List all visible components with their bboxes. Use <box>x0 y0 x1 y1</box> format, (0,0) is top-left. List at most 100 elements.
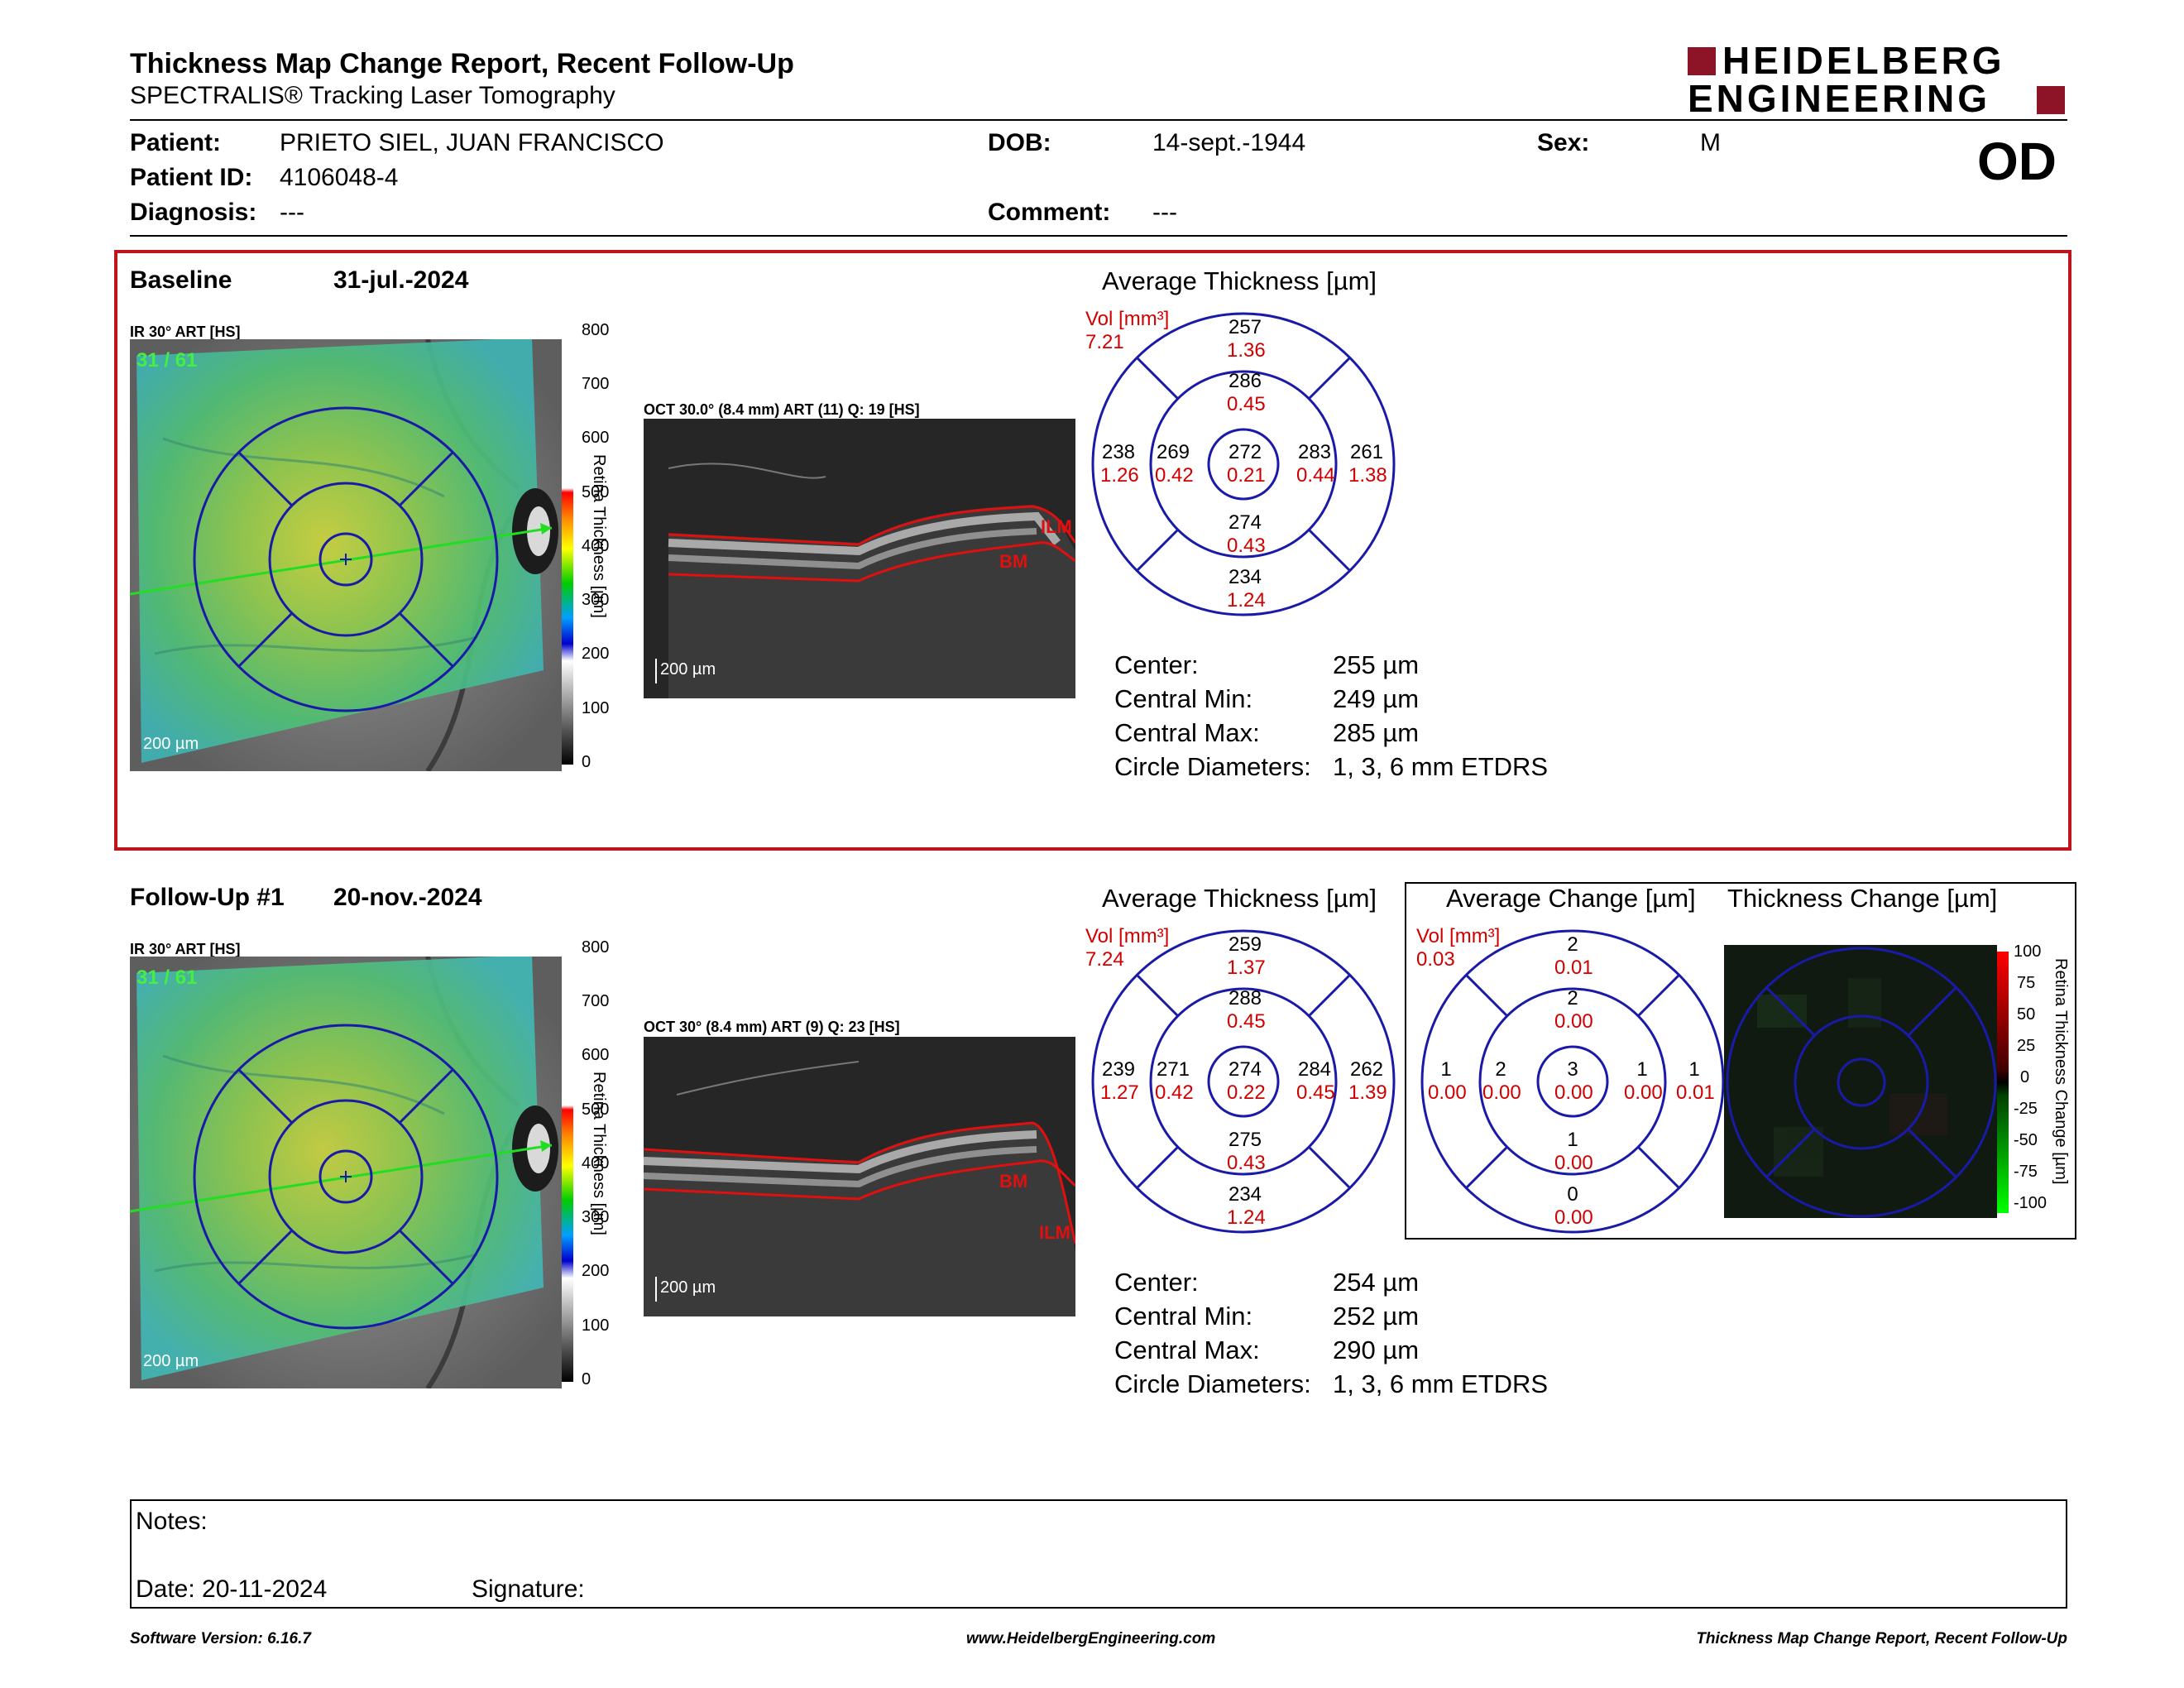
notes-label: Notes: <box>136 1508 208 1535</box>
inner-inferior-thickness: 275 <box>1228 1129 1262 1151</box>
scale-bar-icon <box>655 659 657 683</box>
vol-total: 7.21 <box>1085 331 1124 353</box>
outer-nasal-volume: 1.39 <box>1348 1081 1387 1104</box>
notes-date: Date: 20-11-2024 <box>136 1575 328 1603</box>
outer-temporal-thickness: 239 <box>1101 1058 1136 1081</box>
avg-change-title: Average Change [µm] <box>1446 884 1696 913</box>
software-version: Software Version: 6.16.7 <box>130 1630 311 1647</box>
change-outer-superior: 2 <box>1567 933 1578 956</box>
change-outer-temporal: 1 <box>1440 1058 1452 1081</box>
center-value: 254 µm <box>1333 1268 1420 1297</box>
thickness-colorbar <box>562 333 573 765</box>
inner-temporal-thickness: 269 <box>1156 441 1190 463</box>
outer-superior-thickness: 257 <box>1228 316 1262 338</box>
divider <box>130 235 2067 237</box>
notes-box[interactable] <box>130 1499 2067 1609</box>
ir-label: IR 30° ART [HS] <box>130 941 241 957</box>
center-thickness: 274 <box>1228 1058 1262 1081</box>
center-volume: 0.22 <box>1227 1081 1266 1104</box>
thickness-change-title: Thickness Change [µm] <box>1727 884 1998 913</box>
inner-nasal-thickness: 283 <box>1297 441 1332 463</box>
change-center: 3 <box>1567 1058 1578 1081</box>
ilm-label: ILM <box>1039 1222 1070 1243</box>
inner-nasal-volume: 0.45 <box>1296 1081 1335 1104</box>
inner-nasal-thickness: 284 <box>1297 1058 1332 1081</box>
oct-label: OCT 30.0° (8.4 mm) ART (11) Q: 19 [HS] <box>644 401 920 418</box>
circle-diameters-value: 1, 3, 6 mm ETDRS <box>1333 1369 1549 1398</box>
inner-nasal-volume: 0.44 <box>1296 464 1335 487</box>
change-tick: -25 <box>2014 1100 2038 1118</box>
inner-superior-thickness: 286 <box>1228 370 1262 392</box>
etdrs-grid <box>1091 312 1396 616</box>
thickness-map-image: 31 / 61 200 µm <box>130 339 562 771</box>
central-min-label: Central Min: <box>1114 1302 1253 1331</box>
change-frame <box>1405 882 2076 1240</box>
change-inner-inferior-vol: 0.00 <box>1554 1152 1593 1174</box>
oct-bscan-image: ILM BM 200 µm <box>644 1037 1075 1316</box>
change-tick: 100 <box>2014 942 2042 961</box>
colorbar-tick: 400 <box>582 1154 610 1172</box>
inner-temporal-volume: 0.42 <box>1155 464 1194 487</box>
outer-inferior-thickness: 234 <box>1228 566 1262 588</box>
central-min-label: Central Min: <box>1114 684 1253 713</box>
comment-label: Comment: <box>988 199 1111 226</box>
sex-label: Sex: <box>1537 129 1590 156</box>
signature-label: Signature: <box>472 1575 585 1603</box>
circle-diameters-label: Circle Diameters: <box>1114 1369 1311 1398</box>
colorbar-tick: 400 <box>582 537 610 555</box>
scale-bar-label: 200 µm <box>660 660 716 679</box>
colorbar-tick: 200 <box>582 645 610 663</box>
vol-total: 7.24 <box>1085 948 1124 971</box>
dob-label: DOB: <box>988 129 1051 156</box>
colorbar-tick: 200 <box>582 1262 610 1280</box>
outer-nasal-volume: 1.38 <box>1348 464 1387 487</box>
outer-inferior-volume: 1.24 <box>1227 589 1266 611</box>
inner-superior-volume: 0.45 <box>1227 393 1266 415</box>
change-inner-nasal: 1 <box>1636 1058 1648 1081</box>
outer-superior-volume: 1.36 <box>1227 339 1266 362</box>
diagnosis-label: Diagnosis: <box>130 199 257 226</box>
report-subtitle: SPECTRALIS® Tracking Laser Tomography <box>130 82 615 109</box>
comment-value: --- <box>1152 199 1177 226</box>
colorbar-tick: 800 <box>582 938 610 957</box>
bm-label: BM <box>999 1171 1028 1192</box>
colorbar-tick: 0 <box>582 1370 592 1388</box>
colorbar-tick: 100 <box>582 699 610 717</box>
colorbar-tick: 100 <box>582 1316 610 1335</box>
frame-counter: 31 / 61 <box>136 966 198 989</box>
oct-label: OCT 30° (8.4 mm) ART (9) Q: 23 [HS] <box>644 1019 900 1035</box>
website-link[interactable]: www.HeidelbergEngineering.com <box>966 1630 1216 1647</box>
colorbar-tick: 0 <box>582 753 592 771</box>
patient-id: 4106048-4 <box>280 164 399 191</box>
baseline-frame <box>114 250 2071 851</box>
outer-inferior-volume: 1.24 <box>1227 1206 1266 1229</box>
thickness-map-image: 31 / 61 200 µm <box>130 957 562 1388</box>
change-inner-superior-vol: 0.00 <box>1554 1010 1593 1033</box>
center-label: Center: <box>1114 1268 1199 1297</box>
change-colorbar <box>1997 952 2009 1213</box>
logo-text-top: HEIDELBERG <box>1722 39 2005 82</box>
scale-bar-label: 200 µm <box>660 1278 716 1297</box>
colorbar-tick: 600 <box>582 429 610 447</box>
baseline-date: 31-jul.-2024 <box>333 266 469 294</box>
ilm-label: ILM <box>1041 516 1072 537</box>
followup-date: 20-nov.-2024 <box>333 884 482 911</box>
change-tick: 50 <box>2017 1005 2036 1024</box>
inner-temporal-thickness: 271 <box>1156 1058 1190 1081</box>
vol-label: Vol [mm³] <box>1085 925 1170 947</box>
avg-thickness-title: Average Thickness [µm] <box>1102 266 1377 295</box>
inner-inferior-thickness: 274 <box>1228 511 1262 534</box>
inner-inferior-volume: 0.43 <box>1227 1152 1266 1174</box>
change-inner-temporal: 2 <box>1495 1058 1506 1081</box>
outer-temporal-volume: 1.27 <box>1100 1081 1139 1104</box>
logo-square-icon <box>1688 47 1716 75</box>
patient-name: PRIETO SIEL, JUAN FRANCISCO <box>280 129 664 156</box>
change-outer-nasal-vol: 0.01 <box>1676 1081 1715 1104</box>
change-outer-temporal-vol: 0.00 <box>1428 1081 1467 1104</box>
change-inner-temporal-vol: 0.00 <box>1482 1081 1521 1104</box>
change-tick: 25 <box>2017 1037 2036 1055</box>
inner-superior-thickness: 288 <box>1228 987 1262 1009</box>
scale-bar-label: 200 µm <box>143 1352 199 1370</box>
thickness-colorbar <box>562 950 573 1382</box>
colorbar-tick: 800 <box>582 321 610 339</box>
